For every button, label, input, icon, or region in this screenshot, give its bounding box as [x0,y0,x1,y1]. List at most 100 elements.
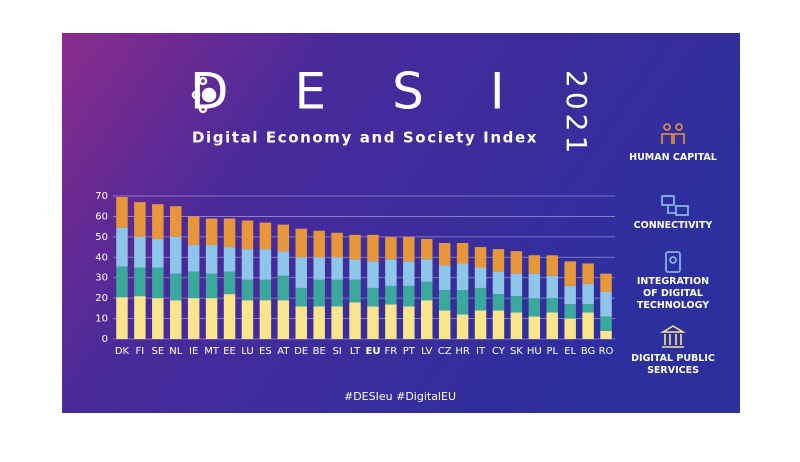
bar-segment [564,318,576,339]
y-tick-label: 70 [95,191,108,202]
bar-segment [528,298,541,317]
bar-segment [277,300,290,339]
x-tick-label: RO [599,346,614,357]
x-tick-label: AT [277,346,290,357]
bar-segment [474,267,487,288]
bar-segment [331,306,343,339]
bar-segment [403,261,415,286]
bar-segment [134,267,146,297]
bar-segment [187,271,200,299]
x-tick-label: PL [546,346,558,357]
x-tick-label: FR [385,346,398,357]
year: 2021 [560,70,593,157]
bar-segment [492,310,505,339]
bar-segment [295,306,307,339]
bar-segment [582,283,594,305]
bar-segment [134,296,146,339]
bar-segment [187,245,200,272]
bar-segment [421,281,433,301]
bar-segment [510,273,523,297]
legend-entry: CONNECTIVITY [633,220,713,231]
bar-segment [367,261,379,288]
bar-segment [170,273,182,301]
bar-segment [116,227,128,267]
bar-segment [259,249,272,280]
bar-segment [385,259,397,286]
bar-segment [349,259,361,280]
bar-segment [385,236,397,260]
bar-segment [367,234,379,262]
x-tick-label: EE [223,346,236,357]
legend-entry: HUMAN CAPITAL [629,152,717,163]
y-tick-label: 60 [95,211,108,222]
x-tick-label: IT [476,346,486,357]
bar-segment [259,279,272,301]
bar-segment [295,287,307,307]
bar-segment [313,306,325,339]
bar-segment [152,238,164,268]
bar-segment [456,263,469,290]
x-tick-label: DK [115,346,130,357]
footer: #DESIeu #DigitalEU [344,390,456,403]
x-tick-label: SE [151,346,164,357]
x-tick-label: LV [421,346,432,357]
bar-segment [241,220,254,250]
bar-segment [456,242,469,264]
bar-segment [241,300,254,339]
bar-segment [170,236,182,274]
bar-segment [170,206,182,237]
bar-segment [528,255,541,274]
bar-segment [528,316,541,339]
bar-segment [349,302,361,339]
x-tick-label: EL [564,346,576,357]
y-tick-label: 50 [95,232,108,243]
bar-segment [205,273,218,299]
bar-segment [492,271,505,295]
bar-segment [438,242,451,266]
x-tick-label: SK [510,346,523,357]
legend-entry: DIGITAL PUBLIC SERVICES [631,353,715,376]
x-tick-label: NL [169,346,182,357]
y-tick-label: 20 [95,293,108,304]
x-tick-label: CZ [438,346,452,357]
x-tick-label: DE [294,346,308,357]
bar-segment [474,310,487,339]
bar-segment [582,312,594,339]
bar-segment [259,222,272,250]
bar-segment [403,285,415,307]
bar-segment [564,261,576,286]
x-tick-label: PT [403,346,416,357]
bar-segment [456,314,469,339]
bar-segment [546,298,558,313]
bar-segment [331,232,343,258]
x-tick-label: SI [332,346,341,357]
bar-segment [564,285,576,305]
x-tick-label: FI [136,346,145,357]
bar-segment [187,216,200,246]
bar-segment [367,306,379,339]
bar-segment [421,300,433,339]
bar-segment [600,273,612,293]
bar-segment [474,287,487,311]
bar-segment [223,218,236,248]
subtitle: Digital Economy and Society Index [192,129,538,147]
x-tick-label: EU [365,346,380,357]
bar-segment [492,294,505,311]
bar-segment [187,298,200,339]
bar-segment [134,236,146,268]
bar-segment [205,218,218,246]
bar-segment [403,236,415,262]
bar-segment [403,306,415,339]
bar-segment [582,263,594,284]
y-tick-label: 0 [102,334,108,345]
bar-segment [421,238,433,260]
bar-segment [170,300,182,339]
bar-segment [152,267,164,299]
y-tick-label: 40 [95,252,108,263]
bar-segment [134,202,146,237]
bar-segment [528,273,541,299]
bar-segment [205,298,218,339]
bar-segment [349,279,361,303]
bar-segment [223,271,236,295]
